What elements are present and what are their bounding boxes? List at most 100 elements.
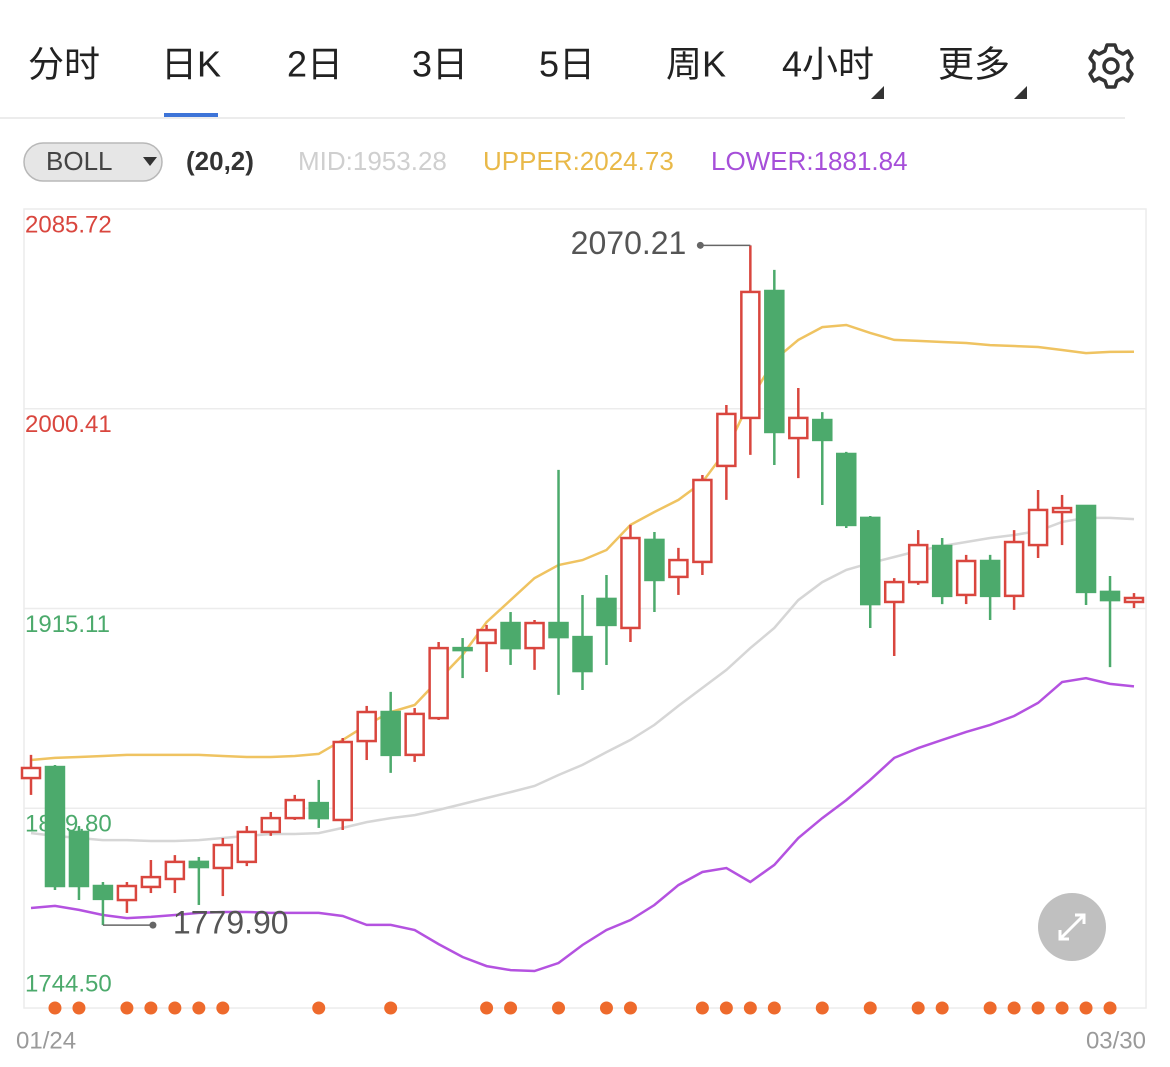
signal-dot bbox=[48, 1001, 62, 1015]
candle-body bbox=[476, 628, 497, 645]
candle-body bbox=[44, 765, 66, 888]
candle-body bbox=[572, 635, 593, 673]
candle-body bbox=[979, 559, 1001, 598]
candle-body bbox=[764, 289, 785, 434]
signal-dot bbox=[504, 1001, 518, 1015]
dropdown-caret bbox=[871, 86, 884, 99]
candle-body bbox=[332, 740, 353, 822]
signal-dot bbox=[552, 1001, 566, 1015]
candle-body bbox=[452, 646, 473, 652]
band-line bbox=[30, 323, 1135, 762]
signal-dot bbox=[719, 1001, 733, 1015]
candle-body bbox=[740, 290, 761, 420]
candle-body bbox=[644, 538, 665, 582]
tab[interactable]: 日K bbox=[161, 44, 221, 85]
candle-body bbox=[812, 418, 833, 442]
signal-dot bbox=[216, 1001, 230, 1015]
plot: 2085.722000.411915.111829.801744.5001/24… bbox=[16, 211, 1146, 1054]
candle-body bbox=[284, 798, 306, 820]
candle-body bbox=[1051, 506, 1073, 514]
candle-body bbox=[692, 478, 713, 564]
y-tick-label: 2000.41 bbox=[25, 411, 112, 438]
indicator-params: (20,2) bbox=[186, 146, 254, 176]
tab[interactable]: 5日 bbox=[539, 44, 595, 85]
signal-dot bbox=[863, 1001, 877, 1015]
candle-body bbox=[883, 580, 905, 604]
candle-body bbox=[931, 544, 953, 598]
signal-dot bbox=[1103, 1001, 1117, 1015]
candle-body bbox=[380, 710, 401, 757]
candle-body bbox=[20, 766, 42, 780]
x-tick-label: 03/30 bbox=[1086, 1027, 1146, 1054]
annotation-dot bbox=[149, 921, 157, 929]
tab[interactable]: 分时 bbox=[28, 44, 100, 85]
tab[interactable]: 4小时 bbox=[782, 44, 874, 85]
band-line bbox=[30, 676, 1135, 973]
signal-dot bbox=[192, 1001, 206, 1015]
candle-body bbox=[404, 712, 425, 757]
annotation-label: 1779.90 bbox=[173, 905, 289, 941]
candle-body bbox=[308, 801, 329, 820]
caret bbox=[143, 157, 157, 166]
signal-dot bbox=[815, 1001, 829, 1015]
signal-dot bbox=[1079, 1001, 1093, 1015]
legend-entry: LOWER:1881.84 bbox=[711, 146, 908, 176]
settings-icon[interactable] bbox=[1088, 43, 1134, 89]
signal-dot bbox=[767, 1001, 781, 1015]
tab[interactable]: 3日 bbox=[412, 44, 468, 85]
tab-underline bbox=[164, 113, 218, 117]
candle-body bbox=[428, 646, 449, 720]
candle-body bbox=[260, 816, 282, 834]
candle-body bbox=[1075, 504, 1097, 594]
candle-body bbox=[524, 621, 545, 650]
tab[interactable]: 周K bbox=[666, 44, 726, 85]
candle-body bbox=[836, 452, 857, 527]
y-tick-label: 2085.72 bbox=[25, 211, 112, 238]
gear bbox=[1088, 43, 1134, 89]
signal-dot bbox=[72, 1001, 86, 1015]
annotation-dot bbox=[696, 241, 704, 249]
candle-body bbox=[140, 875, 162, 889]
tab[interactable]: 2日 bbox=[287, 44, 343, 85]
candle-body bbox=[188, 860, 210, 869]
candle-body bbox=[620, 536, 641, 630]
candle-body bbox=[955, 559, 977, 597]
signal-dot bbox=[144, 1001, 158, 1015]
annotation-label: 2070.21 bbox=[571, 225, 687, 261]
candle-body bbox=[1099, 590, 1121, 602]
candle-body bbox=[1003, 540, 1025, 598]
signal-dot bbox=[599, 1001, 613, 1015]
candle-body bbox=[68, 830, 90, 888]
candle-body bbox=[1027, 508, 1049, 547]
expand-button[interactable] bbox=[1038, 893, 1106, 961]
signal-dot bbox=[120, 1001, 134, 1015]
candle-body bbox=[500, 621, 521, 650]
indicator-selector[interactable]: BOLL bbox=[23, 142, 163, 182]
candle-body bbox=[356, 710, 377, 743]
y-tick-label: 1915.11 bbox=[25, 611, 110, 638]
signal-dot bbox=[384, 1001, 398, 1015]
y-tick-label: 1744.50 bbox=[25, 970, 112, 997]
tab[interactable]: 更多 bbox=[938, 44, 1010, 85]
candle-body bbox=[788, 416, 809, 440]
expand-arrows bbox=[1058, 913, 1086, 941]
signal-dot bbox=[1007, 1001, 1021, 1015]
candle-body bbox=[212, 843, 234, 870]
candle-body bbox=[668, 558, 689, 579]
signal-dot bbox=[743, 1001, 757, 1015]
pill bbox=[23, 142, 163, 182]
band-line bbox=[30, 516, 1135, 843]
candle-body bbox=[859, 516, 881, 606]
dropdown-caret bbox=[1014, 86, 1027, 99]
candle-body bbox=[164, 860, 186, 881]
candle-body bbox=[92, 884, 114, 901]
candle-body bbox=[236, 830, 258, 864]
signal-dot bbox=[168, 1001, 182, 1015]
candle-body bbox=[596, 597, 617, 627]
signal-dot bbox=[983, 1001, 997, 1015]
candle-body bbox=[907, 543, 929, 584]
signal-dot bbox=[480, 1001, 494, 1015]
signal-dot bbox=[911, 1001, 925, 1015]
